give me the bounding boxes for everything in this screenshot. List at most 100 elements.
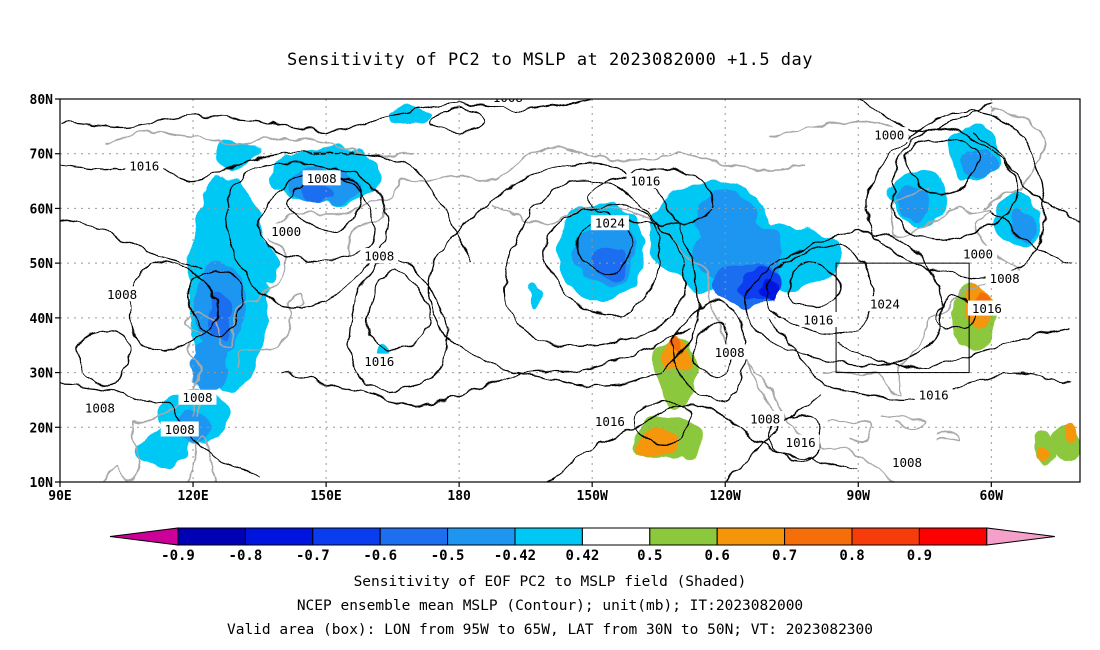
contour-label: 1008 bbox=[364, 249, 394, 264]
contour-label: 1008 bbox=[165, 422, 195, 437]
lat-tick-label: 70N bbox=[30, 148, 54, 163]
sensitivity-cell bbox=[758, 279, 781, 302]
contour-label-bg bbox=[590, 215, 629, 231]
colorbar-label: -0.6 bbox=[363, 548, 397, 564]
isobar bbox=[544, 204, 663, 317]
sensitivity-cell bbox=[1009, 208, 1036, 242]
lat-tick-label: 50N bbox=[30, 257, 54, 272]
contour-label: 1016 bbox=[364, 354, 394, 369]
coastline bbox=[746, 361, 775, 412]
contour-label: 1016 bbox=[630, 174, 660, 189]
contour-label-bg bbox=[103, 286, 142, 302]
contour-label-bg bbox=[160, 421, 199, 437]
map-frame bbox=[59, 98, 1081, 483]
isobar bbox=[75, 329, 132, 386]
colorbar-label: -0.7 bbox=[296, 548, 330, 564]
contour-labels: 1008 1000 1016 1008 1016 1024 1000 1008 1008 1016… bbox=[80, 90, 1024, 470]
colorbar-label: 0.5 bbox=[637, 548, 662, 564]
isobar bbox=[892, 128, 1019, 242]
lon-tick-label: 120E bbox=[177, 489, 208, 504]
colorbar-label: 0.42 bbox=[566, 548, 600, 564]
contour-label: 1008 bbox=[493, 90, 523, 105]
contour-label: 1008 bbox=[85, 401, 115, 416]
sensitivity-cell bbox=[527, 282, 542, 310]
isobar bbox=[430, 108, 486, 133]
colorbar-segment bbox=[581, 527, 651, 546]
contour-label-bg bbox=[360, 248, 399, 264]
lon-tick-label: 90E bbox=[48, 489, 71, 504]
isobar bbox=[60, 382, 260, 478]
colorbar-segment bbox=[918, 527, 988, 546]
isobar bbox=[744, 231, 943, 367]
contour-label-bg bbox=[967, 300, 1006, 316]
isobar bbox=[60, 218, 203, 270]
isobar bbox=[787, 261, 843, 307]
coastline bbox=[938, 431, 963, 440]
sensitivity-cell bbox=[193, 339, 229, 395]
colorbar-label: 0.8 bbox=[839, 548, 864, 564]
isobar bbox=[672, 298, 746, 402]
contour-label-bg bbox=[914, 387, 953, 403]
contour-label: 1016 bbox=[919, 388, 949, 403]
sensitivity-cell bbox=[1033, 446, 1047, 463]
contour-label-bg bbox=[626, 173, 665, 189]
contour-label: 1016 bbox=[972, 301, 1002, 316]
contour-label-bg bbox=[178, 389, 217, 405]
caption-line-1: Sensitivity of EOF PC2 to MSLP field (Sh… bbox=[353, 574, 747, 590]
contour-label: 1008 bbox=[750, 412, 780, 427]
coastline bbox=[880, 415, 926, 429]
isobar bbox=[857, 99, 992, 133]
isobar bbox=[835, 328, 1072, 368]
colorbar-arrow-high bbox=[986, 527, 1055, 546]
contour-label: 1016 bbox=[129, 158, 159, 173]
colorbar-label: 0.7 bbox=[772, 548, 797, 564]
contour-label-bg bbox=[360, 353, 399, 369]
sensitivity-cell bbox=[636, 430, 681, 458]
lon-tick-label: 180 bbox=[447, 489, 471, 504]
caption-line-3: Valid area (box): LON from 95W to 65W, L… bbox=[226, 622, 873, 638]
lon-tick-label: 120W bbox=[710, 489, 741, 504]
isobar bbox=[60, 99, 593, 133]
coastline bbox=[827, 419, 874, 441]
isobar bbox=[937, 294, 975, 329]
contour-label: 1008 bbox=[107, 287, 137, 302]
isobar bbox=[128, 260, 220, 352]
isobar bbox=[769, 317, 1072, 401]
isobar bbox=[504, 180, 686, 347]
isobar bbox=[692, 321, 730, 380]
isobar bbox=[287, 175, 361, 233]
sensitivity-cell bbox=[383, 107, 429, 124]
lat-tick-label: 20N bbox=[30, 421, 54, 436]
colorbar-label: -0.5 bbox=[431, 548, 465, 564]
colorbar: -0.9 -0.8 -0.7 -0.6 -0.5 -0.42 0.42 0.5 0.6 0.7 0.… bbox=[109, 527, 1055, 564]
colorbar-label: 0.9 bbox=[907, 548, 932, 564]
colorbar-segment bbox=[244, 527, 314, 546]
isobar bbox=[587, 167, 715, 225]
colorbar-segment bbox=[851, 527, 920, 546]
contour-label: 1000 bbox=[271, 224, 301, 239]
caption-line-2: NCEP ensemble mean MSLP (Contour); unit(… bbox=[296, 598, 804, 614]
colorbar-label: -0.9 bbox=[161, 548, 195, 564]
isobar bbox=[766, 415, 822, 462]
sensitivity-shading bbox=[135, 107, 1080, 466]
sensitivity-cell bbox=[206, 295, 233, 340]
isobar bbox=[256, 171, 376, 262]
mslp-contours bbox=[60, 99, 1080, 482]
coastline bbox=[347, 207, 389, 258]
colorbar-segment bbox=[784, 527, 853, 546]
contour-label: 1016 bbox=[595, 414, 625, 429]
isobar bbox=[365, 270, 431, 350]
isobar bbox=[281, 328, 691, 407]
colorbar-segment bbox=[649, 527, 718, 546]
coastline bbox=[236, 295, 305, 368]
contour-label-bg bbox=[888, 454, 927, 470]
contour-label: 1008 bbox=[715, 345, 745, 360]
lon-tick-label: 90W bbox=[847, 489, 871, 504]
colorbar-label: 0.6 bbox=[705, 548, 730, 564]
colorbar-label: -0.42 bbox=[494, 548, 536, 564]
figure-title: Sensitivity of PC2 to MSLP at 2023082000… bbox=[286, 50, 813, 70]
sensitivity-cell bbox=[1064, 424, 1078, 441]
colorbar-segment bbox=[447, 527, 516, 546]
lat-tick-label: 40N bbox=[30, 312, 54, 327]
